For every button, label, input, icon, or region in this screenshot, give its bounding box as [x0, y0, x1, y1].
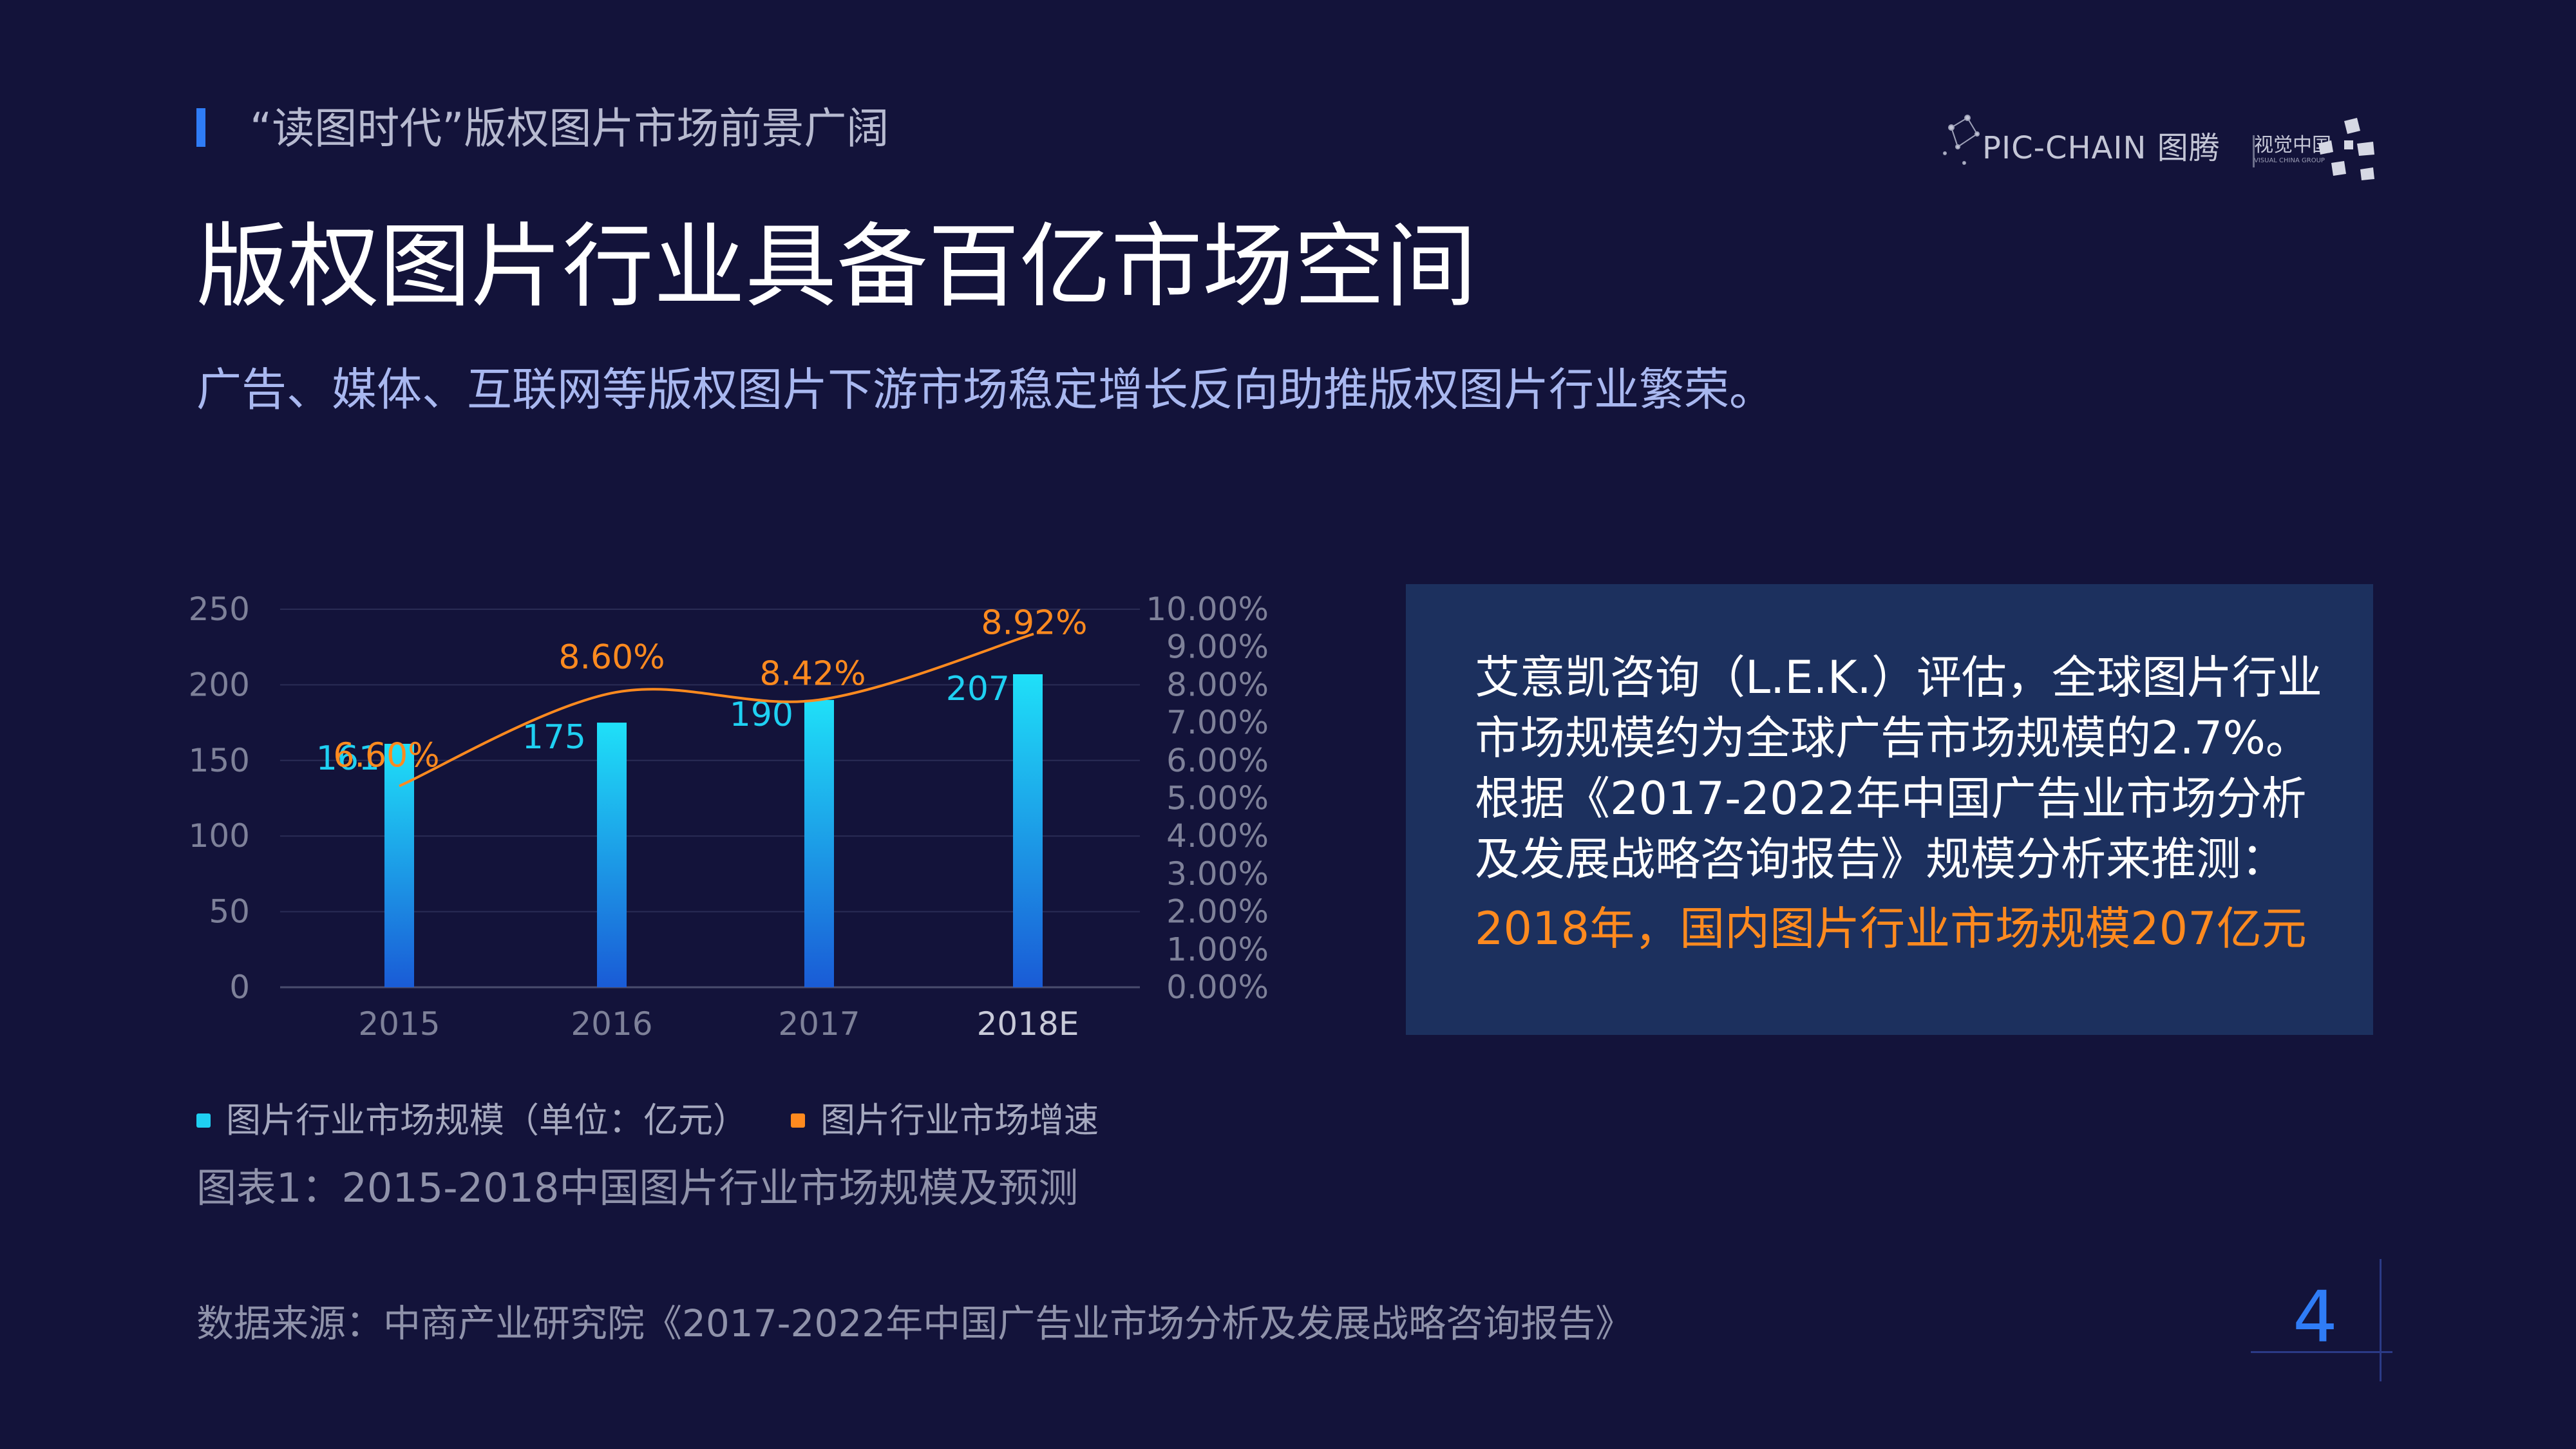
legend-swatch-cyan: [196, 1113, 211, 1128]
visual-china-brand: 视觉中国: [2254, 134, 2331, 156]
y-right-tick: 6.00%: [1166, 742, 1269, 779]
bar: [1013, 674, 1043, 987]
section-marker: [196, 108, 205, 147]
x-tick: 2015: [358, 1005, 440, 1043]
y-right-tick: 5.00%: [1166, 780, 1269, 817]
page-corner-vline: [2380, 1259, 2382, 1381]
info-panel: [1406, 584, 2373, 1035]
y-right-tick: 4.00%: [1166, 817, 1269, 855]
visual-china-subtext: VISUAL CHINA GROUP: [2254, 157, 2325, 164]
x-tick: 2018E: [977, 1005, 1079, 1043]
section-title: “读图时代”版权图片市场前景广阔: [250, 104, 889, 153]
brand-divider: [2253, 135, 2255, 167]
y-right-tick: 8.00%: [1166, 666, 1269, 703]
legend-item-market-size: 图片行业市场规模（单位：亿元）: [196, 1095, 748, 1146]
y-left-tick: 100: [189, 817, 250, 855]
rate-value-label: 8.60%: [558, 638, 665, 677]
legend-label-market-size: 图片行业市场规模（单位：亿元）: [226, 1100, 748, 1141]
legend-item-growth-rate: 图片行业市场增速: [791, 1095, 1099, 1146]
page-title: 版权图片行业具备百亿市场空间: [196, 214, 1477, 320]
page-corner-hline: [2251, 1351, 2392, 1353]
y-right-tick: 1.00%: [1166, 931, 1269, 968]
y-left-tick: 250: [189, 591, 250, 628]
y-right-tick: 10.00%: [1146, 591, 1269, 628]
y-left-tick: 50: [209, 893, 250, 931]
y-left-tick: 0: [229, 969, 250, 1006]
bar: [804, 699, 834, 987]
bar-value-label: 207: [946, 670, 1010, 708]
bar-value-label: 175: [522, 718, 586, 757]
rate-value-label: 8.42%: [759, 655, 866, 694]
data-source: 数据来源：中商产业研究院《2017-2022年中国广告业市场分析及发展战略咨询报…: [196, 1302, 1633, 1345]
pic-chain-brand: PIC-CHAIN 图腾: [1982, 130, 2221, 166]
rate-value-label: 6.60%: [333, 737, 439, 775]
visual-china-logo-icon: [2318, 118, 2374, 180]
info-highlight: 2018年，国内图片行业市场规模207亿元: [1475, 902, 2307, 955]
legend-label-growth-rate: 图片行业市场增速: [820, 1100, 1099, 1141]
bar: [384, 743, 414, 987]
y-right-tick: 9.00%: [1166, 629, 1269, 666]
growth-rate-line: [399, 632, 1034, 788]
x-tick: 2017: [778, 1005, 860, 1043]
bar: [597, 723, 627, 987]
y-left-tick: 200: [189, 666, 250, 703]
info-text: 艾意凯咨询（L.E.K.）评估，全球图片行业市场规模约为全球广告市场规模的2.7…: [1475, 651, 2322, 886]
y-right-tick: 7.00%: [1166, 704, 1269, 741]
bar-value-label: 161: [316, 739, 380, 778]
y-right-tick: 0.00%: [1166, 969, 1269, 1006]
page-number: 4: [2293, 1276, 2338, 1358]
y-right-tick: 3.00%: [1166, 855, 1269, 893]
y-right-tick: 2.00%: [1166, 893, 1269, 931]
y-left-tick: 150: [189, 742, 250, 779]
market-size-chart: 0 50 100 150 200 250 0.00%1.00%2.00%3.00%4.00…: [189, 591, 1269, 1043]
x-tick: 2016: [571, 1005, 652, 1043]
pic-chain-logo-icon: [1943, 115, 1980, 165]
legend-swatch-orange: [791, 1113, 805, 1128]
page-subtitle: 广告、媒体、互联网等版权图片下游市场稳定增长反向助推版权图片行业繁荣。: [196, 363, 1774, 416]
chart-caption: 图表1：2015-2018中国图片行业市场规模及预测: [196, 1164, 1079, 1211]
rate-value-label: 8.92%: [981, 603, 1087, 642]
